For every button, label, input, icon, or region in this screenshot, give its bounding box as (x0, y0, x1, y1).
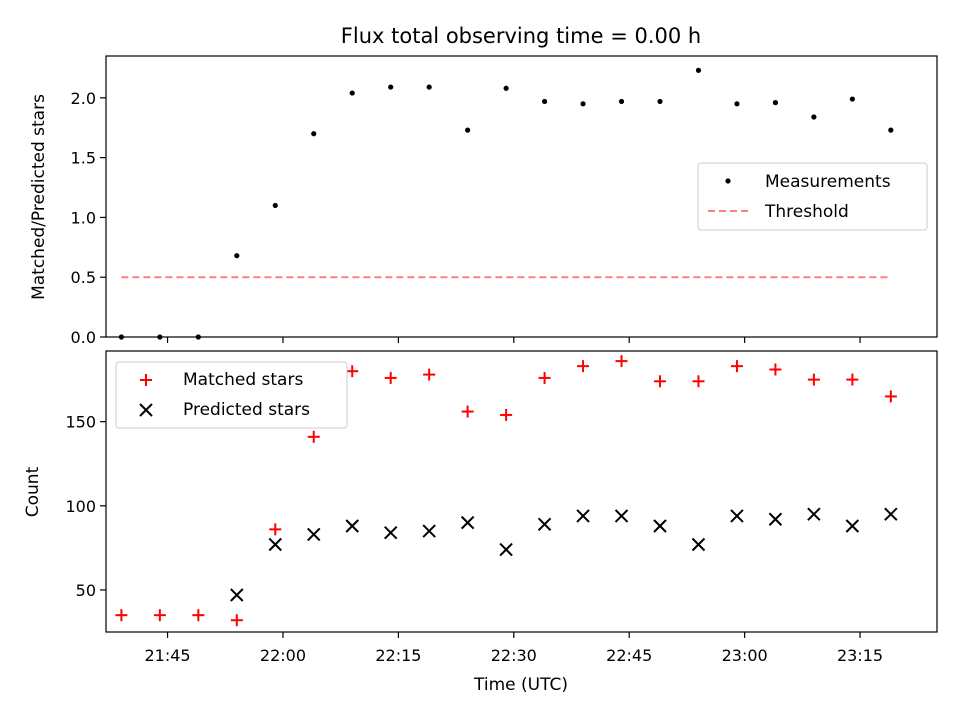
predicted-star-point (307, 527, 321, 542)
predicted-star-point (422, 524, 436, 538)
legend-box (697, 162, 928, 231)
ratio-y-axis-label: Matched/Predicted stars (29, 94, 49, 300)
predicted-star-point (807, 507, 821, 521)
count-y-tick-label: 50 (76, 581, 96, 600)
predicted-star-point (653, 519, 667, 533)
measurement-point (465, 127, 471, 133)
x-tick-label: 21:45 (145, 646, 191, 665)
predicted-star-point (345, 519, 359, 533)
measurement-point (580, 101, 586, 107)
matched-star-point (692, 375, 705, 388)
measurement-point (503, 85, 509, 91)
legend-measurements-label: Measurements (765, 172, 891, 192)
matched-star-point (192, 609, 205, 622)
measurement-point (811, 114, 817, 120)
ratio-y-tick-label: 2.0 (71, 89, 96, 108)
predicted-star-point (460, 515, 475, 530)
measurement-point (349, 90, 355, 96)
count-y-tick-label: 100 (65, 497, 96, 516)
x-tick-label: 22:15 (375, 646, 421, 665)
matched-star-point (500, 408, 513, 421)
ratio-legend: Measurements Threshold (697, 162, 928, 231)
measurement-point (426, 84, 432, 90)
matched-star-point (884, 390, 897, 403)
x-tick-label: 23:00 (722, 646, 768, 665)
matched-star-point (115, 609, 128, 622)
measurement-point (541, 98, 548, 105)
x-tick-label: 22:45 (606, 646, 652, 665)
ratio-y-tick-label: 1.0 (71, 208, 96, 227)
matched-star-point (807, 373, 820, 386)
predicted-star-point (230, 588, 244, 602)
measurement-point (234, 253, 240, 259)
predicted-star-point (845, 519, 860, 533)
predicted-star-point (268, 537, 282, 552)
count-panel: 50 100 150 21:45 22:00 22:15 22:30 22:45 23:00 2… (23, 350, 938, 695)
legend-matched-marker (140, 374, 152, 386)
matched-star-point (730, 360, 743, 373)
predicted-star-point (537, 517, 552, 532)
predicted-star-point (768, 512, 783, 526)
matched-star-point (461, 405, 474, 418)
legend-matched-label: Matched stars (183, 370, 303, 390)
predicted-star-point (383, 526, 398, 540)
predicted-star-point (691, 537, 706, 552)
x-axis-label: Time (UTC) (473, 675, 568, 695)
x-tick-label: 23:15 (837, 646, 883, 665)
measurement-point (618, 98, 625, 105)
measurement-point (849, 96, 855, 102)
measurement-point (311, 131, 317, 137)
measurement-point (695, 67, 702, 73)
chart-title: Flux total observing time = 0.00 h (341, 24, 701, 48)
x-tick-label: 22:30 (491, 646, 537, 665)
count-y-tick-label: 150 (65, 413, 96, 432)
measurement-point (657, 98, 663, 105)
predicted-star-point (499, 542, 513, 557)
measurement-point (388, 84, 394, 90)
ratio-y-tick-label: 1.5 (71, 149, 96, 168)
measurement-point (772, 100, 779, 106)
matched-star-point (615, 355, 628, 368)
legend-box (115, 361, 348, 429)
matched-star-point (346, 365, 359, 378)
matched-star-point (538, 371, 551, 384)
legend-predicted-marker (139, 403, 153, 417)
predicted-star-point (884, 507, 898, 521)
legend-predicted-label: Predicted stars (183, 400, 310, 420)
measurement-point (272, 202, 278, 209)
matched-star-point (423, 368, 436, 381)
matched-star-point (307, 430, 320, 443)
matched-star-point (230, 614, 243, 627)
predicted-star-point (730, 509, 744, 523)
matched-star-point (153, 609, 166, 622)
legend-threshold-label: Threshold (764, 202, 849, 222)
count-legend: Matched stars Predicted stars (115, 361, 348, 429)
count-panel-frame (105, 350, 938, 633)
ratio-panel-frame (105, 55, 938, 338)
ratio-y-tick-label: 0.5 (71, 268, 96, 287)
matched-star-point (384, 371, 397, 384)
predicted-star-point (576, 509, 590, 523)
predicted-star-point (614, 509, 629, 523)
count-y-axis-label: Count (23, 466, 43, 517)
ratio-panel: Flux total observing time = 0.00 h 0.0 0.… (29, 24, 938, 347)
matched-star-point (769, 363, 782, 376)
matched-star-point (269, 523, 282, 536)
measurement-point (888, 127, 894, 133)
matched-star-point (654, 375, 666, 388)
ratio-y-tick-label: 0.0 (71, 328, 96, 347)
x-tick-label: 22:00 (260, 646, 306, 665)
measurement-point (734, 101, 740, 107)
matched-star-point (846, 373, 859, 386)
matched-star-point (577, 360, 590, 373)
legend-measurements-marker (725, 178, 731, 184)
